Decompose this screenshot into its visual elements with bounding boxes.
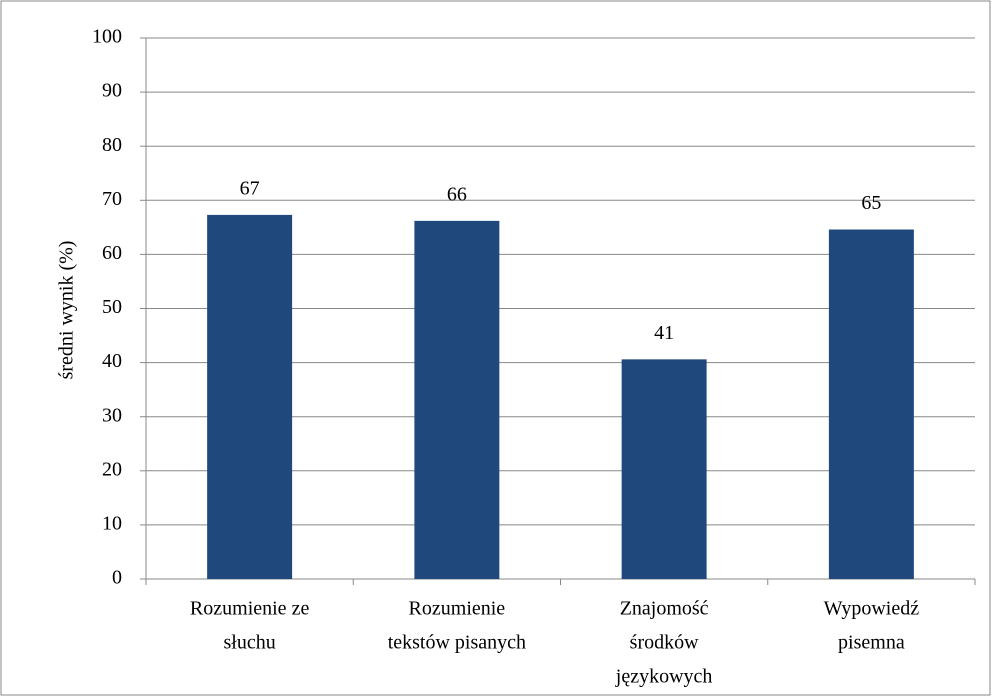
x-tick-label: pisemna <box>838 632 905 654</box>
bar <box>414 220 500 579</box>
y-tick-label: 100 <box>92 26 122 48</box>
x-tick-label: środków <box>630 632 699 654</box>
y-tick-label: 60 <box>102 242 122 264</box>
y-tick-label: 50 <box>102 296 122 318</box>
data-label: 66 <box>447 183 467 205</box>
bar <box>828 229 914 579</box>
y-tick-label: 90 <box>102 80 122 102</box>
y-tick-label: 40 <box>102 350 122 372</box>
y-tick-label: 70 <box>102 188 122 210</box>
data-label: 65 <box>861 192 881 214</box>
x-tick-label: Rozumienie <box>409 598 506 620</box>
bar <box>207 214 293 580</box>
x-tick-label: Wypowiedź <box>824 598 920 620</box>
x-tick-label: Rozumienie ze <box>190 598 310 620</box>
bar <box>621 359 707 579</box>
y-tick-label: 0 <box>112 567 122 589</box>
data-label: 41 <box>654 322 674 344</box>
y-axis-label: średni wynik (%) <box>56 241 78 380</box>
x-tick-label: Znajomość <box>620 598 709 620</box>
y-tick-label: 80 <box>102 134 122 156</box>
x-tick-label: słuchu <box>224 632 276 654</box>
y-tick-label: 20 <box>102 458 122 480</box>
data-label: 67 <box>240 178 260 200</box>
y-tick-label: 30 <box>102 404 122 426</box>
x-tick-label: językowych <box>615 666 713 688</box>
y-tick-label: 10 <box>102 512 122 534</box>
x-tick-label: tekstów pisanych <box>388 632 526 654</box>
